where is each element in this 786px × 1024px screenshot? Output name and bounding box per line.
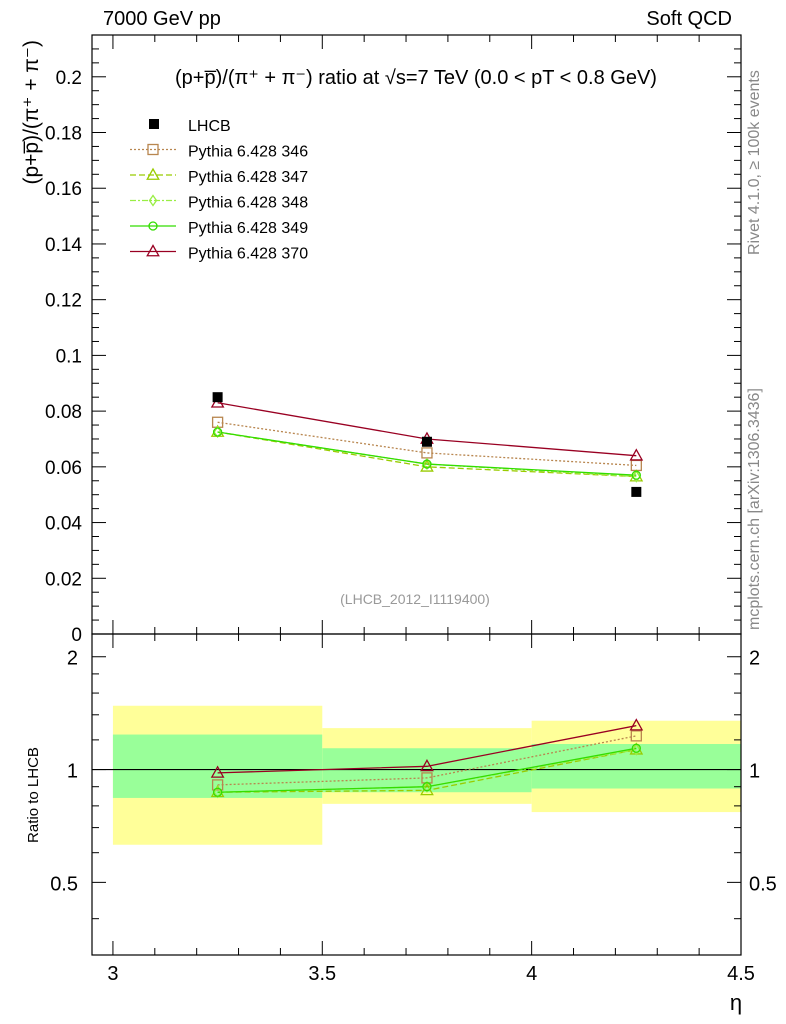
legend-marker-2 — [148, 194, 158, 207]
series-line-3 — [217, 431, 637, 476]
ratio-series-point-0 — [630, 730, 642, 742]
ratio-tick-label-right: 2 — [749, 648, 760, 670]
x-tick-label: 3 — [107, 963, 118, 985]
legend-label-3: Pythia 6.428 349 — [188, 220, 308, 237]
y-tick-label: 0.18 — [45, 124, 82, 145]
series-point-2 — [213, 425, 222, 439]
ratio-series-point-4 — [210, 765, 225, 778]
ratio-series-point-2 — [632, 743, 641, 756]
ratio-series-point-4 — [629, 718, 644, 731]
chart-title: (p+p̅)/(π⁺ + π⁻) ratio at √s=7 TeV (0.0 … — [175, 67, 657, 89]
legend-label-1: Pythia 6.428 347 — [188, 169, 308, 186]
series-point-0 — [421, 447, 433, 459]
data-point — [631, 486, 642, 497]
ratio-band-green — [531, 744, 741, 789]
ratio-series-point-4 — [420, 759, 434, 772]
y-tick-label: 0.08 — [45, 402, 82, 423]
ratio-tick-label: 1 — [67, 761, 78, 783]
x-tick-label: 4.5 — [727, 963, 755, 985]
ratio-series-point-2 — [422, 780, 432, 793]
ratio-plot-frame — [91, 633, 742, 956]
legend-marker-3 — [148, 221, 158, 231]
ratio-series-line-3 — [217, 747, 637, 793]
ratio-axis-label: Ratio to LHCB — [25, 747, 42, 843]
legend-label-0: Pythia 6.428 346 — [188, 144, 308, 161]
y-tick-label: 0 — [71, 625, 82, 646]
legend-marker-1 — [146, 167, 160, 180]
x-axis-label: η — [730, 990, 742, 1015]
y-tick-label: 0.04 — [45, 514, 82, 535]
ratio-series-line-4 — [217, 724, 637, 774]
legend-marker-4 — [146, 244, 160, 257]
series-point-2 — [422, 457, 432, 471]
x-tick-label: 3.5 — [308, 963, 336, 985]
header-right: Soft QCD — [646, 8, 732, 30]
ratio-series-point-0 — [211, 779, 224, 791]
ratio-tick-label: 2 — [67, 648, 78, 670]
series-line-2 — [217, 431, 637, 478]
legend-label-data: LHCB — [188, 118, 231, 135]
ratio-series-line-0 — [217, 735, 637, 786]
ratio-tick-label: 0.5 — [50, 873, 78, 895]
ratio-series-point-3 — [212, 787, 223, 797]
y-tick-label: 0.06 — [45, 458, 82, 479]
series-point-3 — [631, 470, 641, 480]
y-tick-label: 0.2 — [56, 68, 82, 89]
y-axis-label: (p+p̅)/(π⁺ + π⁻) — [20, 40, 43, 185]
data-point — [212, 392, 223, 403]
y-tick-label: 0.1 — [56, 346, 82, 367]
legend-label-4: Pythia 6.428 370 — [188, 246, 308, 263]
y-tick-label: 0.12 — [45, 291, 82, 312]
ratio-tick-label-right: 0.5 — [749, 873, 777, 895]
ratio-series-point-3 — [422, 782, 432, 792]
series-point-3 — [212, 427, 223, 437]
series-line-1 — [217, 431, 637, 478]
header-left: 7000 GeV pp — [103, 8, 221, 30]
y-tick-label: 0.02 — [45, 569, 82, 590]
series-point-2 — [632, 470, 641, 483]
series-point-4 — [629, 448, 644, 461]
y-tick-label: 0.14 — [45, 235, 82, 256]
y-tick-label: 0.16 — [45, 179, 82, 200]
legend-marker-0 — [147, 143, 159, 156]
ratio-tick-label-right: 1 — [749, 761, 760, 783]
analysis-id: (LHCB_2012_I1119400) — [340, 591, 490, 607]
legend-marker-data — [149, 119, 159, 129]
x-tick-label: 4 — [526, 963, 537, 985]
series-point-3 — [422, 459, 432, 469]
legend-label-2: Pythia 6.428 348 — [188, 195, 308, 212]
ratio-series-point-2 — [213, 786, 222, 799]
data-point — [421, 436, 432, 447]
ratio-series-point-3 — [631, 743, 641, 753]
